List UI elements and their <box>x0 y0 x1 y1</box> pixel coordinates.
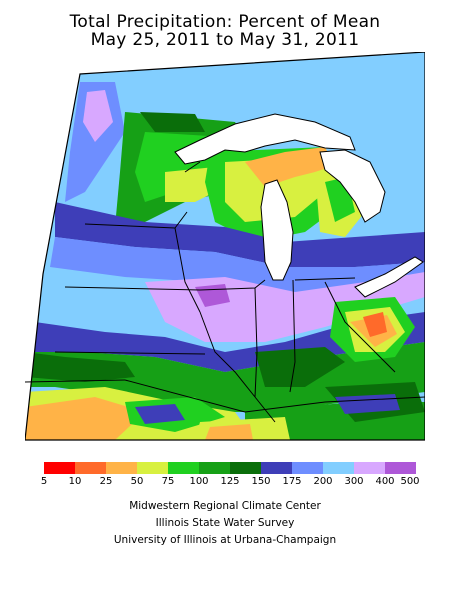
legend-swatch <box>75 462 106 474</box>
lake-huron <box>319 149 386 223</box>
legend-tick: 500 <box>400 476 420 487</box>
legend-swatch <box>292 462 323 474</box>
legend-tick: 200 <box>313 476 333 487</box>
legend-color-bar <box>44 462 416 474</box>
legend-swatch <box>230 462 261 474</box>
legend-swatch <box>354 462 385 474</box>
legend-swatch <box>137 462 168 474</box>
legend-swatch <box>106 462 137 474</box>
credit-mrcc: Midwestern Regional Climate Center <box>129 500 321 512</box>
lake-superior <box>174 113 356 165</box>
legend-tick: 100 <box>189 476 209 487</box>
legend-tick: 75 <box>161 476 175 487</box>
legend-tick: 150 <box>251 476 271 487</box>
legend-swatch <box>385 462 416 474</box>
precipitation-map <box>25 52 425 441</box>
lake-michigan <box>260 179 294 281</box>
legend-tick: 10 <box>68 476 82 487</box>
legend-tick: 125 <box>220 476 240 487</box>
legend-tick: 25 <box>99 476 113 487</box>
precipitation-fill <box>25 52 425 440</box>
legend-tick: 175 <box>282 476 302 487</box>
state-boundaries <box>25 52 425 441</box>
legend-tick: 400 <box>375 476 395 487</box>
legend-swatch <box>44 462 75 474</box>
credit-isws: Illinois State Water Survey <box>155 517 295 529</box>
map-date-range: May 25, 2011 to May 31, 2011 <box>90 30 360 50</box>
legend-swatch <box>261 462 292 474</box>
legend-tick: 300 <box>344 476 364 487</box>
credit-uiuc: University of Illinois at Urbana-Champai… <box>113 534 337 546</box>
legend-swatch <box>199 462 230 474</box>
lake-erie <box>354 256 424 298</box>
map-title: Total Precipitation: Percent of Mean <box>69 12 381 32</box>
great-lakes <box>174 113 424 298</box>
legend-swatch <box>323 462 354 474</box>
legend-tick: 5 <box>40 476 48 487</box>
legend-swatch <box>168 462 199 474</box>
legend-tick-labels: 5 10 25 50 75 100 125 150 175 200 300 40… <box>0 476 450 492</box>
legend-tick: 50 <box>130 476 144 487</box>
